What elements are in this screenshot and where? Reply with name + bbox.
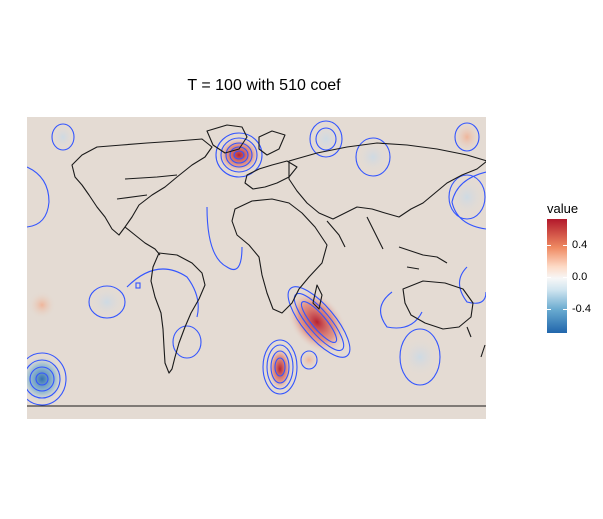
- legend-title: value: [547, 201, 579, 216]
- colorbar-tick: [547, 245, 551, 246]
- colorbar-tick: [563, 309, 567, 310]
- legend-tick-label: 0.0: [572, 271, 588, 283]
- colorbar: [547, 219, 567, 333]
- map-panel: [27, 117, 486, 419]
- colorbar-tick: [547, 309, 551, 310]
- contour-lines: [27, 120, 486, 406]
- coastlines: [27, 124, 486, 407]
- legend-tick-label: 0.4: [572, 239, 588, 251]
- colorbar-tick: [563, 245, 567, 246]
- legend-tick-label: -0.4: [572, 303, 591, 315]
- colorbar-tick: [547, 277, 551, 278]
- plot-title: T = 100 with 510 coef: [187, 77, 341, 94]
- colorbar-tick: [563, 277, 567, 278]
- color-legend: value 0.4 0.0 -0.4: [542, 201, 602, 341]
